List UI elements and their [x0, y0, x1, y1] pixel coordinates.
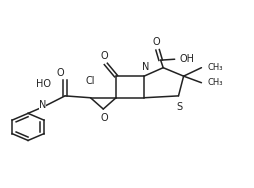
Text: CH₃: CH₃	[207, 78, 223, 87]
Text: S: S	[176, 102, 182, 112]
Text: CH₃: CH₃	[207, 63, 223, 72]
Text: O: O	[100, 51, 108, 61]
Text: O: O	[100, 113, 108, 123]
Text: O: O	[152, 37, 159, 47]
Text: HO: HO	[36, 79, 51, 89]
Text: N: N	[141, 62, 148, 72]
Text: OH: OH	[179, 54, 194, 64]
Text: O: O	[56, 68, 64, 78]
Text: N: N	[38, 100, 46, 110]
Text: Cl: Cl	[85, 77, 95, 86]
